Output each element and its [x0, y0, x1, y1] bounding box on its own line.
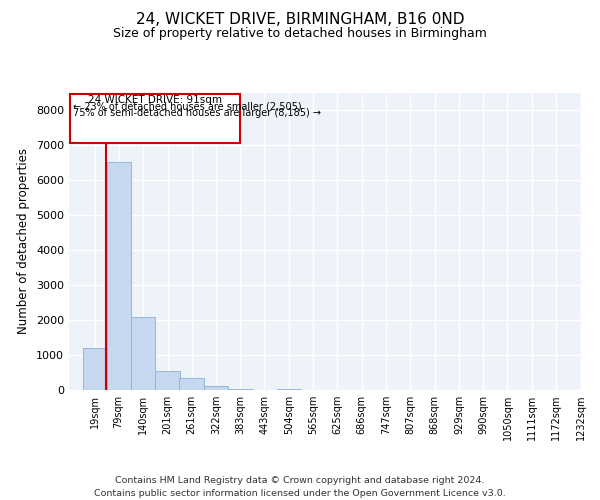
Text: 75% of semi-detached houses are larger (8,185) →: 75% of semi-detached houses are larger (…: [73, 108, 320, 118]
Bar: [107, 162, 131, 390]
Bar: [277, 389, 301, 390]
Text: 24, WICKET DRIVE, BIRMINGHAM, B16 0ND: 24, WICKET DRIVE, BIRMINGHAM, B16 0ND: [136, 12, 464, 28]
Bar: [204, 386, 228, 390]
Y-axis label: Number of detached properties: Number of detached properties: [17, 148, 31, 334]
Text: Contains HM Land Registry data © Crown copyright and database right 2024.
Contai: Contains HM Land Registry data © Crown c…: [94, 476, 506, 498]
Bar: [131, 316, 155, 390]
Text: Size of property relative to detached houses in Birmingham: Size of property relative to detached ho…: [113, 28, 487, 40]
Bar: [83, 348, 107, 390]
Bar: [179, 378, 203, 390]
Bar: [228, 388, 253, 390]
Text: 24 WICKET DRIVE: 91sqm: 24 WICKET DRIVE: 91sqm: [88, 96, 223, 106]
FancyBboxPatch shape: [70, 94, 241, 143]
Text: ← 23% of detached houses are smaller (2,505): ← 23% of detached houses are smaller (2,…: [73, 101, 301, 112]
Bar: [155, 371, 179, 390]
